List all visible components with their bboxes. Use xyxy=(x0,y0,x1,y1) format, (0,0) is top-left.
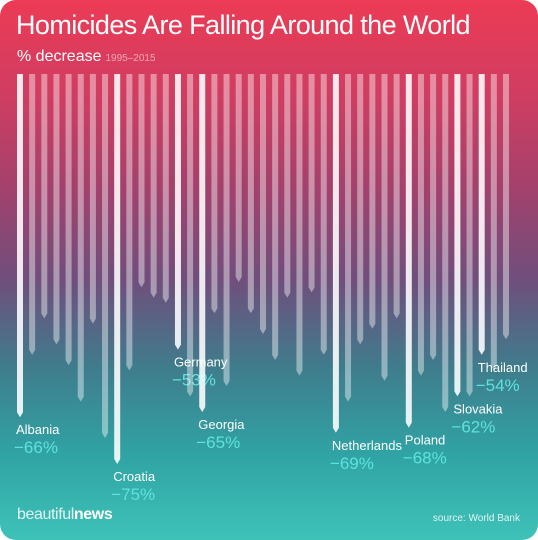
value-label-albania: −66% xyxy=(14,438,58,457)
bar-30 xyxy=(381,74,388,381)
country-label-poland: Poland xyxy=(405,433,445,448)
country-label-georgia: Georgia xyxy=(198,417,245,432)
bar-37 xyxy=(466,74,473,397)
bar-25 xyxy=(320,74,327,355)
country-label-albania: Albania xyxy=(16,422,60,437)
subtitle: % decrease 1995–2015 xyxy=(17,48,156,66)
bar-18 xyxy=(235,74,242,282)
bar-20 xyxy=(260,74,266,334)
bar-8 xyxy=(114,74,121,464)
bar-16 xyxy=(211,74,218,314)
value-label-georgia: −65% xyxy=(196,433,240,452)
country-label-slovakia: Slovakia xyxy=(453,401,503,416)
bar-10 xyxy=(138,74,145,288)
bar-38 xyxy=(478,74,485,355)
bar-21 xyxy=(272,74,279,360)
subtitle-range: 1995–2015 xyxy=(105,53,156,64)
bar-15 xyxy=(199,74,206,412)
bar-33 xyxy=(417,74,424,376)
bar-4 xyxy=(65,74,72,366)
bar-7 xyxy=(102,74,109,438)
bar-29 xyxy=(369,74,376,329)
bar-11 xyxy=(150,74,157,298)
bar-19 xyxy=(247,74,254,314)
value-label-croatia: −75% xyxy=(111,485,155,504)
bar-9 xyxy=(126,74,133,371)
bar-13 xyxy=(174,74,181,350)
bar-32 xyxy=(405,74,412,428)
brand-logo: beautifulnews xyxy=(17,506,113,524)
value-label-slovakia: −62% xyxy=(451,417,495,436)
bar-35 xyxy=(442,74,449,412)
bar-2 xyxy=(41,74,48,319)
bar-40 xyxy=(503,74,509,340)
bar-36 xyxy=(454,74,461,397)
country-label-netherlands: Netherlands xyxy=(332,438,403,453)
subtitle-measure: % decrease xyxy=(17,48,102,65)
bar-12 xyxy=(162,74,169,303)
bar-24 xyxy=(308,74,315,293)
page-title: Homicides Are Falling Around the World xyxy=(16,10,471,40)
brand-logo-thin: beautiful xyxy=(17,506,74,523)
value-label-thailand: −54% xyxy=(476,376,520,395)
country-label-thailand: Thailand xyxy=(478,360,528,375)
value-label-poland: −68% xyxy=(403,449,447,468)
bar-23 xyxy=(296,74,303,376)
bar-31 xyxy=(393,74,400,319)
bar-27 xyxy=(345,74,352,402)
bar-1 xyxy=(29,74,36,355)
brand-logo-bold: news xyxy=(73,506,113,523)
bar-22 xyxy=(284,74,291,298)
bar-39 xyxy=(490,74,497,371)
source-note: source: World Bank xyxy=(432,513,520,524)
bar-14 xyxy=(187,74,194,397)
bar-34 xyxy=(430,74,437,360)
value-label-germany: −53% xyxy=(172,371,216,390)
bar-5 xyxy=(77,74,84,402)
value-label-netherlands: −69% xyxy=(330,454,374,473)
bar-28 xyxy=(357,74,364,345)
bar-17 xyxy=(223,74,230,386)
bar-3 xyxy=(53,74,60,345)
country-label-croatia: Croatia xyxy=(113,469,156,484)
bar-26 xyxy=(332,74,339,433)
bar-0 xyxy=(17,74,23,418)
bar-6 xyxy=(89,74,96,324)
